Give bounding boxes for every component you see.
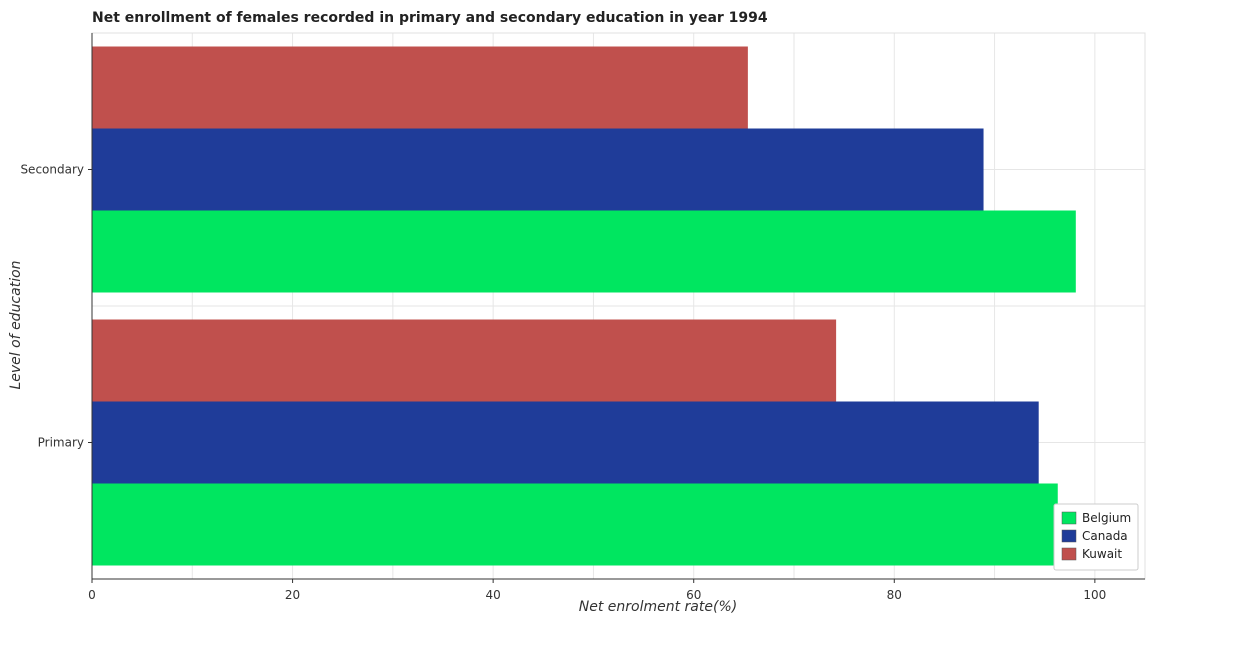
bar-canada-primary — [92, 401, 1039, 484]
x-tick-label: 40 — [486, 588, 501, 602]
x-tick-label: 60 — [686, 588, 701, 602]
legend-swatch-kuwait — [1061, 547, 1077, 561]
x-tick-label: 0 — [88, 588, 96, 602]
x-tick-label: 100 — [1083, 588, 1106, 602]
chart-title: Net enrollment of females recorded in pr… — [92, 10, 768, 26]
y-tick-label: Primary — [38, 436, 84, 450]
bars — [92, 46, 1076, 566]
bar-kuwait-primary — [92, 319, 837, 402]
bar-belgium-primary — [92, 483, 1058, 566]
x-tick-label: 80 — [887, 588, 902, 602]
y-axis-label: Level of education — [8, 260, 24, 389]
legend-swatch-canada — [1061, 529, 1077, 543]
legend-label-belgium: Belgium — [1082, 511, 1131, 525]
legend-label-kuwait: Kuwait — [1082, 547, 1122, 561]
legend-swatch-belgium — [1061, 511, 1077, 525]
legend-label-canada: Canada — [1082, 529, 1128, 543]
y-tick-label: Secondary — [20, 163, 84, 177]
bar-canada-secondary — [92, 128, 984, 211]
bar-belgium-secondary — [92, 210, 1076, 293]
legend: Belgium Canada Kuwait — [1053, 503, 1139, 571]
bar-kuwait-secondary — [92, 46, 748, 129]
x-axis-label: Net enrolment rate(%) — [579, 599, 737, 615]
x-tick-label: 20 — [285, 588, 300, 602]
axes: Primary Secondary 0 20 40 60 80 100 — [20, 33, 1145, 602]
